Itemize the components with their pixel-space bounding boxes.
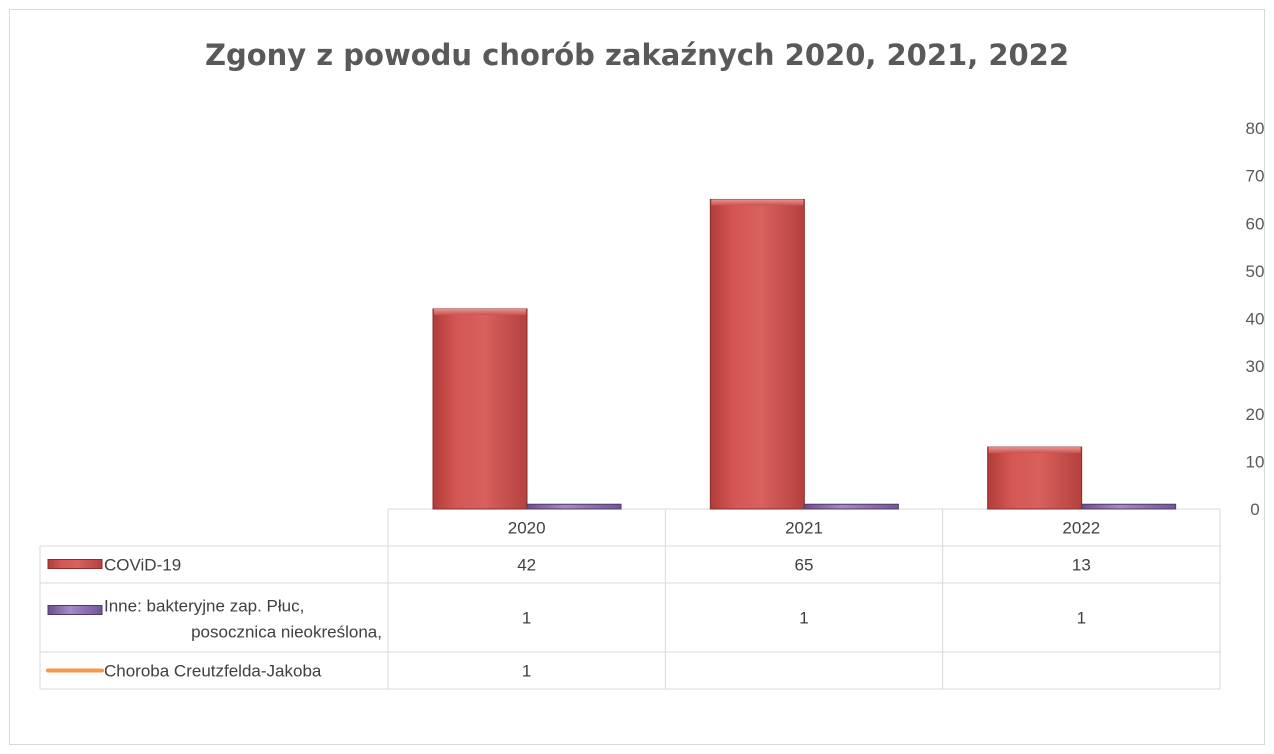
bars: [433, 199, 1176, 509]
category-label-2020: 2020: [508, 519, 546, 538]
series-label-line: posocznica nieokreślona,: [191, 623, 382, 642]
series-label-line: Inne: bakteryjne zap. Płuc,: [104, 597, 304, 616]
y-tick-label: 50: [1246, 262, 1265, 281]
bar-top-bevel: [711, 199, 803, 205]
bar-body: [988, 447, 1082, 509]
y-tick-label: 20: [1246, 405, 1265, 424]
table-value: 1: [522, 662, 531, 681]
bar-body: [433, 309, 527, 509]
bar-body: [804, 504, 898, 509]
table-value: 1: [1077, 609, 1086, 628]
table-value: 65: [795, 556, 814, 575]
bar-inne-2020: [527, 504, 621, 509]
series-label-line: Choroba Creutzfelda-Jakoba: [104, 662, 322, 681]
bar-body: [1082, 504, 1176, 509]
bar-body: [710, 199, 804, 509]
category-label-2022: 2022: [1062, 519, 1100, 538]
table-value: 1: [522, 609, 531, 628]
series-label-line: COViD-19: [104, 556, 181, 575]
y-axis: 0 10 20 30 40 50 60 70 80: [1246, 119, 1265, 519]
legend-key-bar: [48, 606, 102, 615]
table-value: 13: [1072, 556, 1091, 575]
bar-body: [527, 504, 621, 509]
legend-key-bar: [48, 560, 102, 569]
y-tick-label: 0: [1250, 500, 1259, 519]
y-tick-label: 80: [1246, 119, 1265, 138]
bar-top-bevel: [989, 447, 1081, 453]
bar-covid-19-2021: [710, 199, 804, 509]
table-value: 1: [799, 609, 808, 628]
bar-inne-2022: [1082, 504, 1176, 509]
y-tick-label: 70: [1246, 167, 1265, 186]
data-table: 2020 2021 2022 COViD-19 42 65 13 Inne: bakteryj…: [40, 509, 1220, 689]
bar-top-bevel: [434, 309, 526, 315]
y-tick-label: 10: [1246, 452, 1265, 471]
y-tick-label: 60: [1246, 214, 1265, 233]
bar-inne-2021: [804, 504, 898, 509]
category-label-2021: 2021: [785, 519, 823, 538]
bar-covid-19-2022: [988, 447, 1082, 509]
y-tick-label: 40: [1246, 310, 1265, 329]
y-tick-label: 30: [1246, 357, 1265, 376]
table-value: 42: [517, 556, 536, 575]
bar-covid-19-2020: [433, 309, 527, 509]
